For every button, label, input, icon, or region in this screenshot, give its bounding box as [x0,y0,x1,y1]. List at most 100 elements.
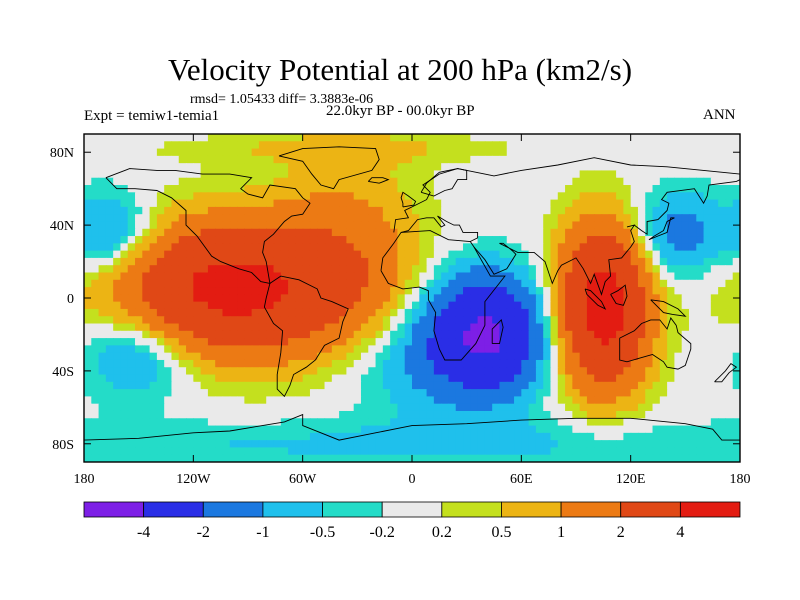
contour-cell [346,359,355,368]
contour-cell [652,243,661,252]
contour-cell [681,272,690,281]
contour-cell [171,206,180,215]
contour-cell [470,294,479,303]
contour-cell [623,199,632,208]
contour-cell [535,272,544,281]
contour-cell [637,279,646,288]
contour-cell [565,228,573,237]
contour-cell [295,323,304,332]
contour-cell [295,170,304,179]
contour-cell [382,403,391,412]
contour-cell [237,345,245,354]
contour-cell [244,141,253,150]
contour-cell [84,374,92,383]
contour-cell [324,338,333,346]
contour-cell [266,236,275,244]
contour-cell [317,440,326,449]
contour-cell [412,228,420,237]
contour-cell [550,352,559,361]
contour-cell [623,396,632,405]
contour-cell [375,403,384,412]
contour-cell [710,265,719,274]
contour-cell [514,410,522,419]
contour-cell [98,192,107,201]
contour-cell [251,338,260,346]
contour-cell [397,141,406,150]
contour-cell [266,418,275,427]
contour-cell [353,308,362,317]
contour-cell [200,425,209,434]
contour-cell [477,294,486,303]
contour-cell [696,192,705,201]
contour-cell [251,367,260,376]
contour-cell [193,206,202,215]
contour-cell [528,403,537,412]
contour-cell [266,199,275,208]
contour-cell [550,257,559,266]
contour-cell [492,170,501,179]
contour-cell [710,272,719,281]
contour-cell [557,418,566,427]
contour-cell [215,338,224,346]
contour-cell [499,359,508,368]
contour-cell [484,359,493,368]
contour-cell [710,425,719,434]
contour-cell [178,214,187,223]
contour-cell [732,192,740,201]
contour-cell [135,265,143,274]
contour-cell [572,330,581,339]
contour-cell [113,192,122,201]
contour-cell [572,374,581,383]
contour-cell [630,134,639,142]
contour-cell [703,170,712,179]
contour-cell [586,250,595,259]
contour-cell [681,185,690,193]
contour-cell [565,403,573,412]
contour-cell [178,185,187,193]
contour-cell [215,192,224,201]
contour-cell [113,243,122,252]
contour-cell [178,454,187,462]
contour-cell [258,243,267,252]
contour-cell [696,301,705,310]
contour-cell [630,432,639,441]
contour-cell [127,221,136,230]
contour-cell [302,272,311,281]
contour-cell [455,250,464,259]
contour-cell [557,440,566,449]
contour-cell [266,214,275,223]
contour-cell [637,294,646,303]
contour-cell [390,163,399,172]
contour-cell [266,308,275,317]
contour-cell [565,447,573,456]
contour-cell [667,250,675,259]
contour-cell [623,185,632,193]
contour-cell [135,155,143,164]
contour-cell [295,440,304,449]
contour-cell [156,338,165,346]
contour-cell [725,345,734,354]
contour-cell [623,170,632,179]
contour-cell [390,185,399,193]
contour-cell [222,396,231,405]
contour-cell [681,163,690,172]
contour-cell [703,141,712,150]
contour-cell [725,418,734,427]
contour-cell [477,345,486,354]
contour-cell [390,403,399,412]
contour-cell [499,228,508,237]
contour-cell [463,177,471,186]
contour-cell [156,141,165,150]
contour-cell [156,134,165,142]
contour-cell [594,134,603,142]
contour-cell [433,141,442,150]
contour-cell [565,192,573,201]
contour-cell [623,257,632,266]
contour-cell [463,425,471,434]
contour-cell [331,367,340,376]
contour-cell [397,338,406,346]
contour-cell [375,432,384,441]
contour-cell [171,425,180,434]
contour-cell [623,440,632,449]
contour-cell [688,206,697,215]
